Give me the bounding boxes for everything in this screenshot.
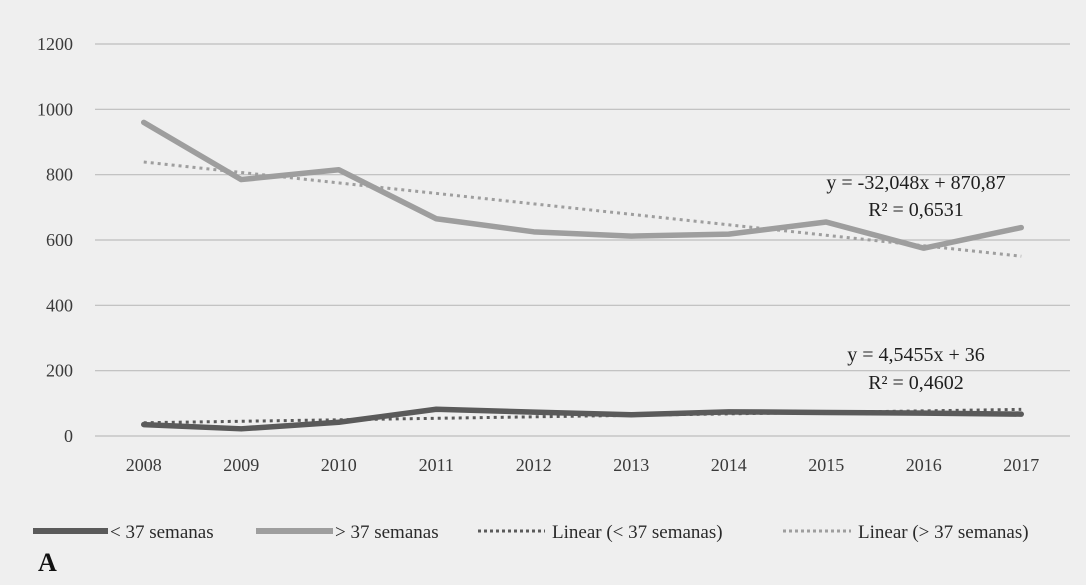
legend-label-over-37: > 37 semanas <box>335 522 439 543</box>
x-axis-ticks: 2008 2009 2010 2011 2012 2013 2014 2015 2016 2017 <box>126 455 1040 475</box>
point-under-37-2016 <box>921 410 926 416</box>
trendline-equation-over-37: y = -32,048x + 870,87 R² = 0,6531 <box>826 172 1005 221</box>
legend-label-under-37: < 37 semanas <box>110 522 214 543</box>
legend-item-over-37: > 37 semanas <box>256 522 439 543</box>
x-tick-label-2017: 2017 <box>1003 455 1039 475</box>
legend-item-under-37: < 37 semanas <box>33 522 214 543</box>
y-axis-ticks: 0 200 400 600 800 1000 1200 <box>37 34 73 446</box>
x-tick-label-2013: 2013 <box>613 455 649 475</box>
r2-over-37: R² = 0,6531 <box>868 199 964 221</box>
x-tick-label-2012: 2012 <box>516 455 552 475</box>
x-tick-label-2008: 2008 <box>126 455 162 475</box>
x-tick-label-2015: 2015 <box>808 455 844 475</box>
point-under-37-2014 <box>726 409 731 415</box>
y-tick-label-800: 800 <box>46 165 73 185</box>
y-tick-label-0: 0 <box>64 426 73 446</box>
point-under-37-2009 <box>239 426 244 432</box>
y-tick-label-600: 600 <box>46 230 73 250</box>
legend-item-linear-over-37: Linear (> 37 semanas) <box>783 522 1029 543</box>
panel-label: A <box>38 548 57 577</box>
series-line-under-37 <box>141 406 1024 432</box>
legend-item-linear-under-37: Linear (< 37 semanas) <box>478 522 723 543</box>
point-over-37-2015 <box>824 219 829 225</box>
equation-over-37: y = -32,048x + 870,87 <box>826 172 1005 194</box>
x-tick-label-2014: 2014 <box>711 455 747 475</box>
series-line-over-37 <box>141 119 1024 251</box>
point-over-37-2013 <box>629 233 634 239</box>
y-tick-label-1000: 1000 <box>37 99 73 119</box>
point-over-37-2017 <box>1019 225 1024 230</box>
x-tick-label-2016: 2016 <box>906 455 942 475</box>
x-tick-label-2010: 2010 <box>321 455 357 475</box>
point-over-37-2009 <box>239 177 244 182</box>
trendline-equation-under-37: y = 4,5455x + 36 R² = 0,4602 <box>847 344 985 394</box>
y-tick-label-400: 400 <box>46 295 73 315</box>
point-under-37-2017 <box>1019 411 1024 417</box>
point-over-37-2012 <box>531 229 536 235</box>
legend-label-linear-under-37: Linear (< 37 semanas) <box>552 522 723 543</box>
series-lines <box>141 119 1024 432</box>
point-over-37-2016 <box>921 245 926 251</box>
point-over-37-2010 <box>336 167 341 172</box>
point-under-37-2010 <box>336 420 341 425</box>
y-tick-label-200: 200 <box>46 361 73 381</box>
trendline-over-37 <box>143 160 1022 258</box>
y-tick-label-1200: 1200 <box>37 34 73 54</box>
trendlines <box>143 160 1022 425</box>
point-under-37-2013 <box>629 412 634 417</box>
legend: < 37 semanas > 37 semanas Linear (< 37 s… <box>33 522 1029 543</box>
point-over-37-2011 <box>434 216 439 221</box>
point-under-37-2008 <box>141 422 146 427</box>
point-under-37-2015 <box>824 410 829 415</box>
equation-under-37: y = 4,5455x + 36 <box>847 344 985 366</box>
point-over-37-2014 <box>726 231 731 237</box>
legend-label-linear-over-37: Linear (> 37 semanas) <box>858 522 1029 543</box>
r2-under-37: R² = 0,4602 <box>868 372 964 394</box>
x-tick-label-2011: 2011 <box>419 455 454 475</box>
x-tick-label-2009: 2009 <box>223 455 259 475</box>
point-under-37-2011 <box>434 407 439 412</box>
point-over-37-2008 <box>141 120 146 125</box>
point-under-37-2012 <box>531 409 536 415</box>
